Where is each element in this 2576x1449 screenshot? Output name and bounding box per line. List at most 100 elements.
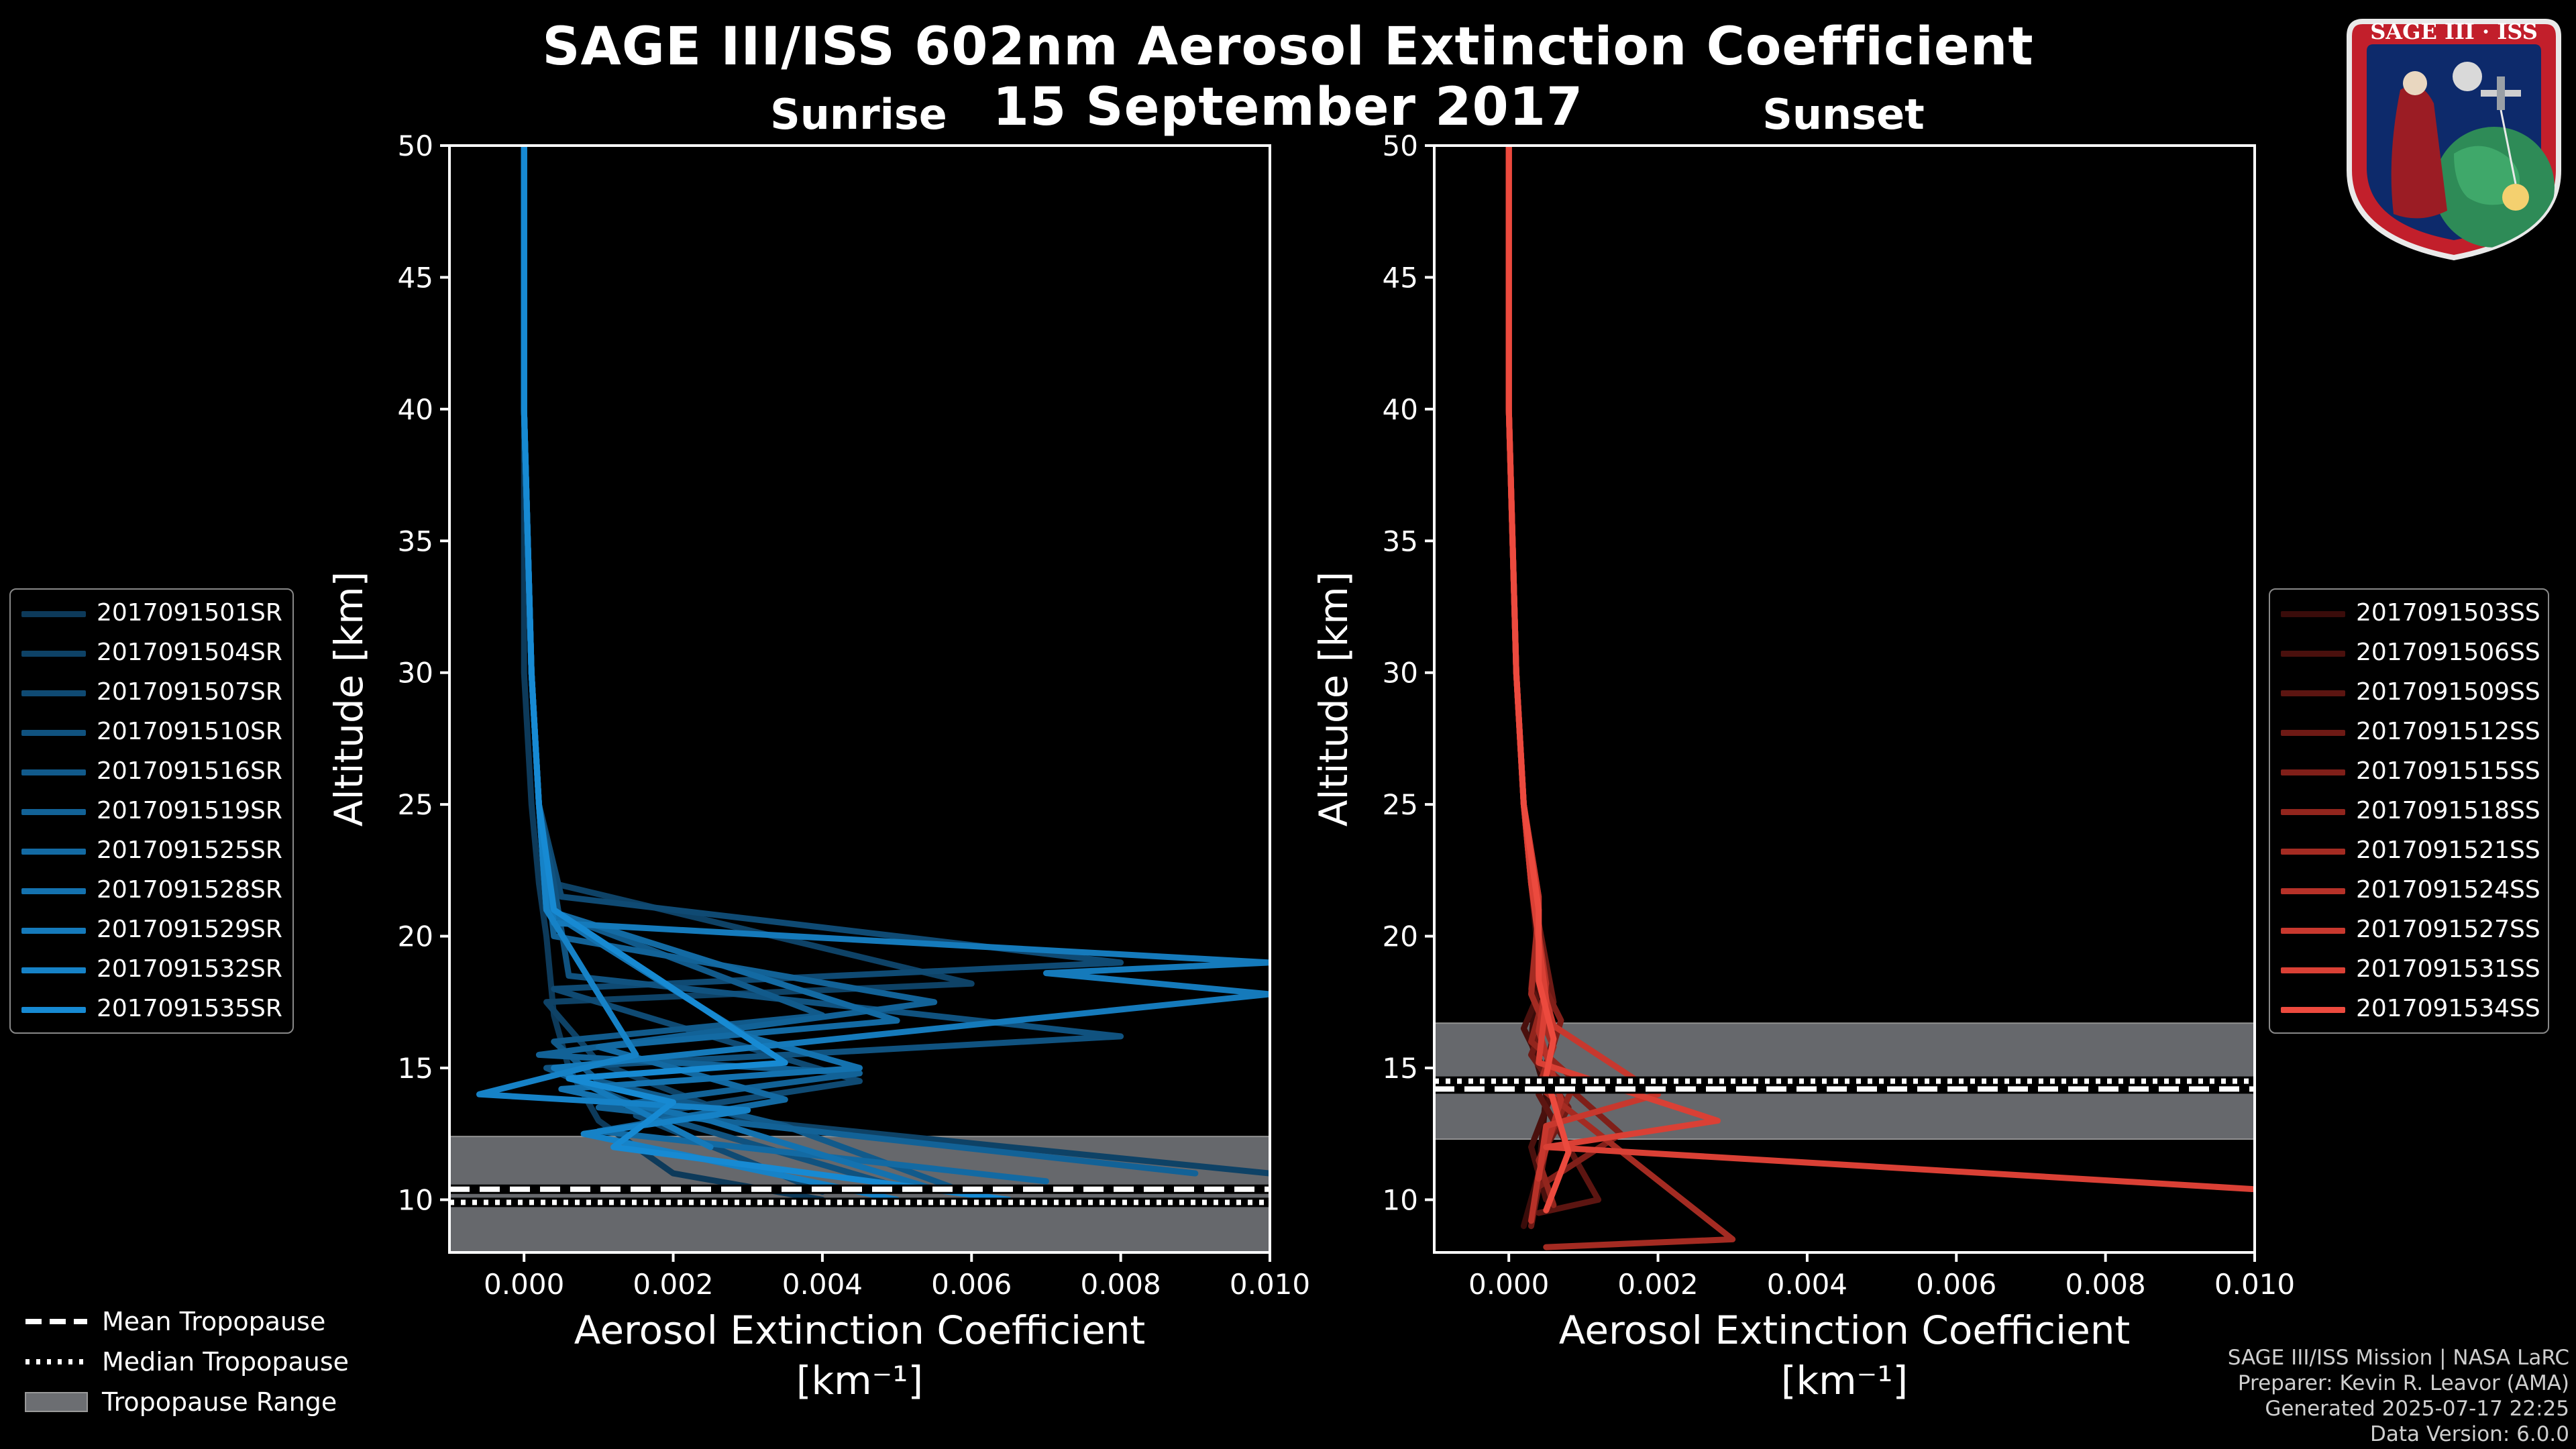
legend-entry-2017091510SR: 2017091510SR — [11, 712, 292, 751]
legend-label: 2017091512SS — [2356, 718, 2540, 745]
sunrise-xtick-label-5: 0.010 — [1230, 1268, 1310, 1301]
legend-swatch — [21, 967, 86, 973]
sunset-ytick-label-20: 20 — [1383, 920, 1418, 953]
sunset-xlabel-unit: [km⁻¹] — [1781, 1358, 1908, 1403]
legend-entry-2017091515SS: 2017091515SS — [2270, 752, 2548, 791]
legend-swatch — [2281, 690, 2345, 696]
legend-swatch — [21, 690, 86, 696]
sunrise-ytick-label-40: 40 — [398, 393, 433, 426]
sunrise-ytick-label-50: 50 — [398, 129, 433, 162]
logo-sun — [2502, 184, 2529, 211]
sunrise-xtick-label-3: 0.006 — [931, 1268, 1012, 1301]
sunrise-ytick-label-10: 10 — [398, 1183, 433, 1216]
legend-swatch — [21, 809, 86, 815]
figure-title-line2: 15 September 2017 — [992, 77, 1584, 138]
legend-entry-2017091531SS: 2017091531SS — [2270, 950, 2548, 989]
legend-label: 2017091518SS — [2356, 797, 2540, 824]
sunset-xtick-label-0: 0.000 — [1468, 1268, 1549, 1301]
figure-title-line1: SAGE III/ISS 602nm Aerosol Extinction Co… — [542, 17, 2034, 77]
legend-label: 2017091507SR — [97, 678, 282, 706]
legend-swatch — [2281, 849, 2345, 855]
legend-label: 2017091521SS — [2356, 837, 2540, 864]
legend-swatch — [21, 1007, 86, 1013]
tropopause-legend-range-label: Tropopause Range — [102, 1387, 337, 1417]
sunrise-xlabel: Aerosol Extinction Coefficient — [574, 1307, 1146, 1353]
sunrise-legend: 2017091501SR 2017091504SR 2017091507SR 2017… — [9, 588, 294, 1034]
legend-swatch — [21, 611, 86, 617]
sunset-ytick-label-35: 35 — [1383, 525, 1418, 557]
sunset-xtick-label-2: 0.004 — [1767, 1268, 1847, 1301]
sunrise-ytick-label-20: 20 — [398, 920, 433, 953]
sunset-profiles — [1505, 146, 2255, 1250]
legend-entry-2017091528SR: 2017091528SR — [11, 871, 292, 910]
profile-line-2017091510SR — [521, 146, 1124, 1190]
legend-swatch — [2281, 967, 2345, 973]
sunset-xlabel: Aerosol Extinction Coefficient — [1559, 1307, 2131, 1353]
legend-label: 2017091510SR — [97, 718, 282, 745]
sunset-axes-frame — [1433, 144, 2256, 1254]
legend-label: 2017091524SS — [2356, 876, 2540, 904]
legend-label: 2017091501SR — [97, 599, 282, 627]
sunrise-xtick-label-0: 0.000 — [484, 1268, 564, 1301]
legend-label: 2017091519SR — [97, 797, 282, 824]
sunrise-ytick-label-25: 25 — [398, 788, 433, 821]
legend-swatch — [2281, 1007, 2345, 1013]
logo-moon — [2453, 62, 2482, 91]
legend-swatch — [2281, 611, 2345, 617]
credits-data-version: Data Version: 6.0.0 — [2369, 1422, 2569, 1446]
sunrise-panel: Sunrise 10 15 20 25 30 35 40 45 50 0.000 0.002 0.004… — [326, 90, 1310, 1403]
legend-label: 2017091534SS — [2356, 995, 2540, 1022]
sunset-ytick-label-10: 10 — [1383, 1183, 1418, 1216]
legend-entry-2017091507SR: 2017091507SR — [11, 673, 292, 712]
sunrise-xlabel-unit: [km⁻¹] — [796, 1358, 923, 1403]
sunset-legend: 2017091503SS 2017091506SS 2017091509SS 2017… — [2269, 588, 2549, 1034]
sunset-ytick-label-45: 45 — [1383, 261, 1418, 294]
credits-generated: Generated 2025-07-17 22:25 — [2265, 1397, 2569, 1421]
credits-preparer: Preparer: Kevin R. Leavor (AMA) — [2237, 1371, 2569, 1395]
profile-line-2017091534SS — [1505, 146, 1572, 1214]
legend-label: 2017091528SR — [97, 876, 282, 904]
sunset-xtick-label-5: 0.010 — [2214, 1268, 2295, 1301]
legend-label: 2017091525SR — [97, 837, 282, 864]
sunset-ytick-label-40: 40 — [1383, 393, 1418, 426]
legend-label: 2017091532SR — [97, 955, 282, 983]
sunset-ytick-label-25: 25 — [1383, 788, 1418, 821]
legend-label: 2017091509SS — [2356, 678, 2540, 706]
legend-label: 2017091515SS — [2356, 757, 2540, 785]
tropopause-legend-median-label: Median Tropopause — [102, 1347, 349, 1377]
legend-swatch — [2281, 651, 2345, 657]
legend-entry-2017091524SS: 2017091524SS — [2270, 871, 2548, 910]
legend-swatch — [21, 888, 86, 894]
sunrise-ytick-label-45: 45 — [398, 261, 433, 294]
sunrise-xtick-label-4: 0.008 — [1081, 1268, 1161, 1301]
tropopause-legend-mean: Mean Tropopause — [20, 1301, 396, 1342]
tropopause-legend-median: Median Tropopause — [20, 1342, 396, 1382]
legend-entry-2017091501SR: 2017091501SR — [11, 594, 292, 633]
legend-entry-2017091504SR: 2017091504SR — [11, 633, 292, 672]
legend-entry-2017091512SS: 2017091512SS — [2270, 712, 2548, 751]
sunrise-xtick-label-2: 0.004 — [782, 1268, 863, 1301]
sunset-title: Sunset — [1762, 90, 1925, 139]
credits-footer: SAGE III/ISS Mission | NASA LaRC Prepare… — [2228, 1345, 2569, 1447]
sunrise-ylabel: Altitude [km] — [326, 572, 372, 826]
tropopause-legend: Mean Tropopause Median Tropopause Tropop… — [20, 1301, 396, 1436]
sunrise-title: Sunrise — [770, 90, 947, 139]
logo-figure-head — [2403, 71, 2427, 95]
legend-entry-2017091535SR: 2017091535SR — [11, 989, 292, 1028]
legend-swatch — [2281, 809, 2345, 815]
legend-entry-2017091503SS: 2017091503SS — [2270, 594, 2548, 633]
legend-entry-2017091509SS: 2017091509SS — [2270, 673, 2548, 712]
legend-entry-2017091525SR: 2017091525SR — [11, 831, 292, 870]
sunset-ylabel: Altitude [km] — [1311, 572, 1356, 826]
legend-label: 2017091503SS — [2356, 599, 2540, 627]
sunrise-axes-frame — [448, 144, 1271, 1254]
legend-label: 2017091535SR — [97, 995, 282, 1022]
legend-entry-2017091519SR: 2017091519SR — [11, 792, 292, 830]
legend-swatch — [21, 928, 86, 934]
legend-entry-2017091516SR: 2017091516SR — [11, 752, 292, 791]
profile-line-2017091519SR — [521, 146, 1199, 1177]
sage-iii-iss-mission-logo: SAGE III · ISS — [2347, 19, 2561, 261]
legend-label: 2017091529SR — [97, 916, 282, 943]
